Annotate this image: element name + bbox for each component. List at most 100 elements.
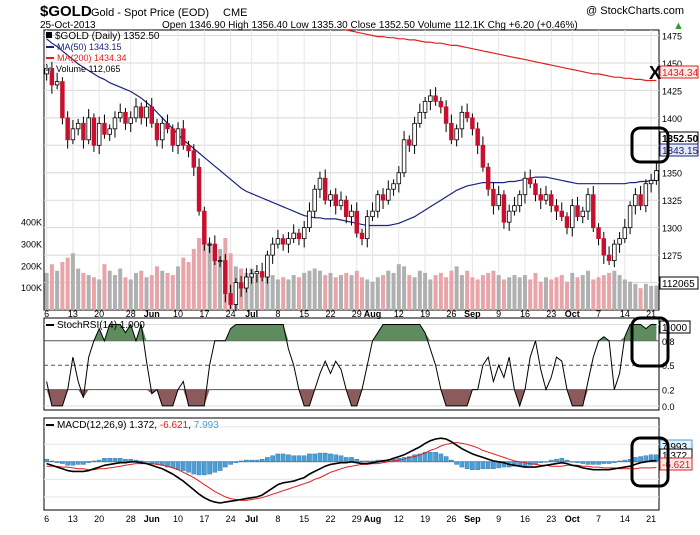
stochrsi-oversold-fill [46,389,657,406]
x-tick-label-bottom: Aug [364,514,382,524]
highlight-stochrsi-annotation [630,316,670,368]
candle-body [386,188,391,201]
volume-bar [643,283,648,310]
legend-price-title: $GOLD (Daily) 1352.50 [55,31,160,42]
volume-bar [559,275,564,310]
candle-body [438,100,444,108]
candle-body [286,238,291,245]
volume-bar [202,231,207,310]
macd-histogram-bar [70,461,76,466]
ma200-line [343,30,657,82]
candle-body [175,128,181,146]
volume-bar [622,279,627,310]
price-tick-label: 1300 [662,224,682,234]
candle-body [485,166,491,190]
price-panel-frame [43,29,660,311]
legend-ma200: MA(200) 1434.34 [57,53,127,63]
volume-bar [565,281,570,310]
candle-body [133,106,139,119]
exchange-label: CME [223,7,247,19]
highlight-price-annotation [630,126,670,164]
volume-bar [459,275,464,310]
macd-histogram-bar [265,457,270,463]
candle-body [70,128,76,141]
macd-histogram-bar [648,454,654,463]
x-tick-label-bottom: 22 [325,514,335,524]
candle-body [501,194,507,223]
x-tick-label-mid: 19 [420,309,430,319]
candle-body [117,111,123,119]
instrument-name: Gold - Spot Price (EOD) [91,7,209,19]
candle-body [202,210,207,245]
volume-bar [212,257,217,310]
volume-bar [575,277,580,310]
volume-bar [428,279,433,310]
volume-bar [486,272,491,310]
macd-histogram-bar [638,456,643,463]
candle-body [391,183,396,190]
volume-bar [365,279,370,310]
macd-hist-label: 7.993 [662,442,687,453]
ma50-value-label: 1343.15 [662,146,699,157]
macd-histogram-bar [254,459,260,463]
volume-bar [507,277,512,310]
volume-tick-label: 100K [21,283,42,293]
candle-body [559,210,564,218]
candle-body [349,210,354,218]
candle-body [470,117,475,130]
candle-body [328,194,333,201]
macd-histogram-bar [102,458,107,463]
volume-bar [533,272,538,310]
volume-bar [307,270,312,310]
macd-histogram-bar [233,461,239,463]
price-tick-label: 1400 [662,114,682,124]
up-arrow-icon: ▲ [673,20,684,32]
volume-bar [139,270,144,310]
volume-bar [580,275,585,310]
volume-bar [97,279,102,310]
macd-histogram-bar [612,461,617,463]
volume-bar [549,279,554,310]
volume-bar [207,242,212,310]
volume-bar [438,272,443,310]
macd-histogram-bar [606,461,612,464]
macd-histogram-bar [96,459,102,463]
volume-bar [554,277,559,310]
volume-bar [260,272,265,310]
x-tick-label-bottom: 13 [68,514,78,524]
x-tick-label-bottom: 19 [420,514,430,524]
macd-histogram-bar [464,461,470,470]
macd-histogram-bar [454,461,459,465]
candle-body [580,210,586,218]
stochrsi-tick-label: 0.2 [662,386,675,396]
macd-histogram-bar [291,455,296,463]
macd-histogram-bar [580,461,586,464]
volume-bar [155,266,160,310]
ma200-series [343,30,657,82]
candle-body [217,260,223,262]
candle-body [380,194,386,201]
candle-body [454,128,459,141]
volume-bar [281,277,286,310]
candle-body [459,111,465,130]
candle-body [191,150,197,168]
candle-body [506,210,512,223]
macd-histogram-bar [81,461,86,465]
volume-bar [275,279,280,310]
macd-histogram-bar [343,457,349,463]
volume-bar [328,272,333,310]
volume-bar [375,277,380,310]
candle-body [359,232,365,240]
macd-histogram-bar [554,458,559,463]
candle-body [575,205,580,218]
volume-bar [396,264,401,310]
x-tick-label-bottom: 28 [126,514,136,524]
candle-body [417,111,423,124]
volume-bar [102,264,107,310]
volume-bar [538,281,543,310]
candle-body [333,194,338,207]
candle-body [428,95,433,102]
close-x-icon: X [649,63,661,83]
macd-histogram-bar [364,460,370,463]
